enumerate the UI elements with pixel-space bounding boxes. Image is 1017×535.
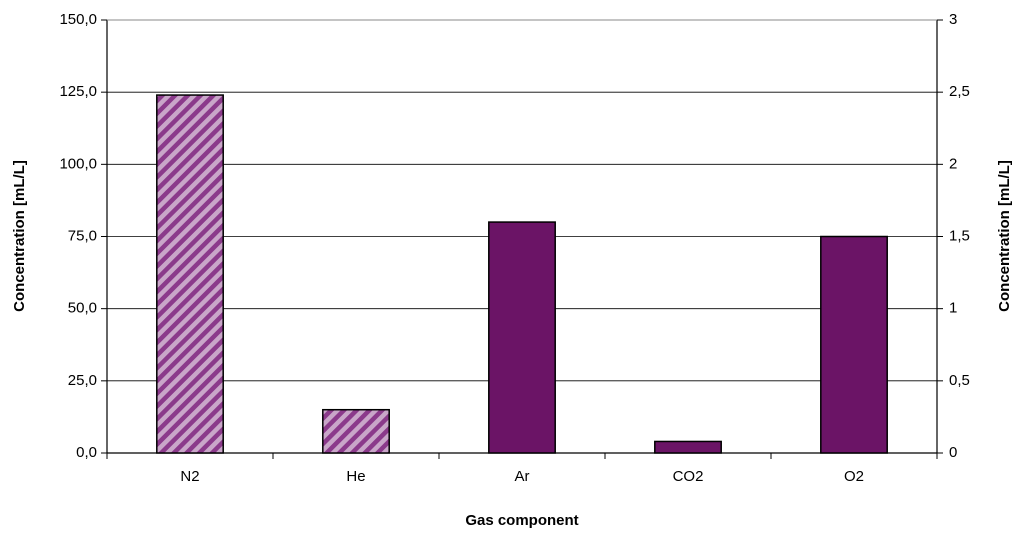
bar — [654, 440, 722, 454]
y2-tick-label: 0 — [949, 444, 957, 461]
y-tick-label: 125,0 — [59, 83, 97, 100]
y-tick-label: 50,0 — [68, 300, 97, 317]
y-tick-label: 100,0 — [59, 155, 97, 172]
x-tick-label: Ar — [515, 468, 530, 485]
x-tick-label: O2 — [844, 468, 864, 485]
bar — [322, 408, 390, 454]
x-tick-label: N2 — [180, 468, 199, 485]
y2-tick-label: 1,5 — [949, 227, 970, 244]
y-axis-title: Concentration [mL/L] — [11, 160, 28, 312]
bar — [820, 235, 888, 454]
y-tick-label: 25,0 — [68, 372, 97, 389]
y2-tick-label: 3 — [949, 11, 957, 28]
y2-tick-label: 1 — [949, 300, 957, 317]
bar — [156, 94, 224, 454]
y-tick-label: 0,0 — [76, 444, 97, 461]
y2-tick-label: 0,5 — [949, 372, 970, 389]
y-tick-label: 75,0 — [68, 227, 97, 244]
bar — [488, 221, 556, 454]
y2-tick-label: 2,5 — [949, 83, 970, 100]
y2-axis-title: Concentration [mL/L] — [996, 160, 1013, 312]
x-axis-title: Gas component — [465, 512, 578, 529]
y-tick-label: 150,0 — [59, 11, 97, 28]
x-tick-label: He — [346, 468, 365, 485]
y2-tick-label: 2 — [949, 155, 957, 172]
x-tick-label: CO2 — [673, 468, 704, 485]
